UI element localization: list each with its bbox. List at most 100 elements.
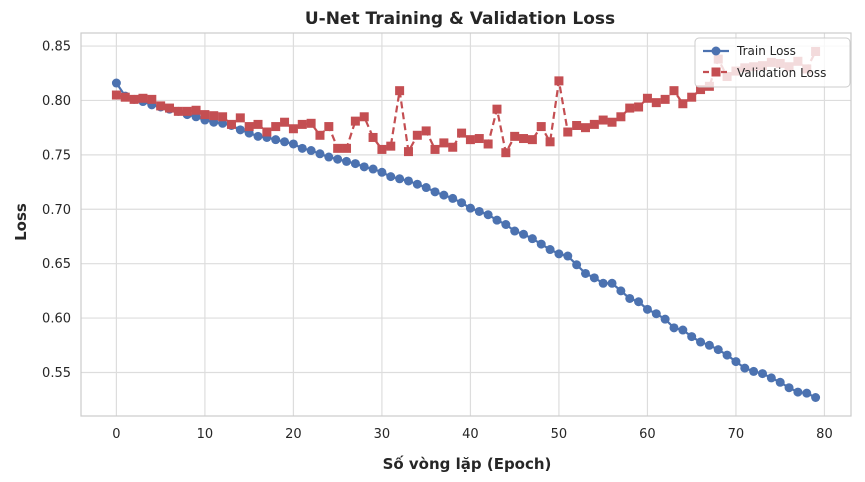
legend-box xyxy=(694,37,851,88)
validation-loss-point xyxy=(288,124,298,134)
train-loss-point xyxy=(297,143,307,153)
x-tick-label: 80 xyxy=(816,427,833,442)
train-loss-point xyxy=(589,273,599,283)
train-loss-point xyxy=(439,190,449,200)
legend-validation-label: Validation Loss xyxy=(737,66,826,80)
train-loss-point xyxy=(696,337,706,347)
validation-loss-point xyxy=(527,135,537,145)
train-loss-point xyxy=(271,135,281,145)
train-loss-point xyxy=(377,167,387,177)
validation-loss-point xyxy=(359,112,369,122)
validation-loss-point xyxy=(306,118,316,128)
train-loss-point xyxy=(775,377,785,387)
train-loss-point xyxy=(510,226,520,236)
train-loss-point xyxy=(536,239,546,249)
train-loss-point xyxy=(687,332,697,342)
validation-loss-point xyxy=(111,90,121,100)
train-loss-point xyxy=(235,125,245,135)
train-loss-point xyxy=(811,393,821,403)
train-loss-point xyxy=(306,146,316,156)
validation-loss-point xyxy=(492,104,502,114)
train-loss-point xyxy=(492,215,502,225)
train-loss-point xyxy=(403,176,413,186)
validation-loss-point xyxy=(271,122,281,132)
train-loss-point xyxy=(749,366,759,376)
train-loss-point xyxy=(660,314,670,324)
train-loss-point xyxy=(713,345,723,355)
y-tick-label: 0.65 xyxy=(42,257,71,272)
validation-loss-point xyxy=(430,144,440,154)
y-tick-label: 0.75 xyxy=(42,148,71,163)
validation-loss-point xyxy=(244,122,254,132)
train-loss-point xyxy=(501,220,511,229)
validation-loss-point xyxy=(226,119,236,129)
train-loss-point xyxy=(430,187,440,197)
validation-loss-point xyxy=(457,128,467,138)
y-tick-label: 0.85 xyxy=(42,40,71,55)
validation-loss-point xyxy=(625,103,635,113)
validation-loss-point xyxy=(678,99,688,109)
y-tick-label: 0.70 xyxy=(42,203,71,218)
validation-loss-point xyxy=(403,147,413,157)
validation-loss-point xyxy=(395,86,405,96)
train-loss-point xyxy=(563,251,573,261)
plot-frame xyxy=(80,32,852,417)
validation-loss-point xyxy=(580,123,590,133)
validation-loss-point xyxy=(377,144,387,154)
validation-loss-point xyxy=(147,94,157,104)
train-loss-point xyxy=(757,369,767,379)
validation-loss-point xyxy=(218,112,228,122)
validation-loss-point xyxy=(545,137,555,147)
validation-loss-point xyxy=(129,94,139,104)
train-loss-point xyxy=(386,172,396,182)
legend-train-marker xyxy=(711,46,721,56)
x-axis-label: Số vòng lặp (Epoch) xyxy=(383,454,552,473)
train-loss-point xyxy=(598,278,608,288)
train-loss-point xyxy=(651,309,661,319)
x-tick-label: 20 xyxy=(285,427,302,442)
train-loss-point xyxy=(678,325,688,335)
train-loss-point xyxy=(740,363,750,373)
train-loss-point xyxy=(545,245,555,255)
validation-loss-point xyxy=(324,122,334,132)
validation-loss-point xyxy=(173,106,183,116)
train-loss-point xyxy=(421,183,431,193)
validation-loss-point xyxy=(297,119,307,129)
validation-loss-point xyxy=(474,134,484,144)
train-loss-point xyxy=(457,198,467,208)
train-loss-point xyxy=(527,234,537,244)
validation-loss-point xyxy=(253,119,263,129)
validation-loss-point xyxy=(280,117,290,127)
train-loss-point xyxy=(288,139,298,149)
train-loss-point xyxy=(333,154,343,164)
x-tick-label: 60 xyxy=(639,427,656,442)
train-loss-point xyxy=(315,149,325,159)
y-axis-label: Loss xyxy=(12,203,30,241)
validation-loss-point xyxy=(598,115,608,125)
legend: Train Loss Validation Loss xyxy=(694,37,851,88)
validation-loss-point xyxy=(642,93,652,103)
validation-loss-point xyxy=(439,138,449,148)
train-loss-point xyxy=(342,156,352,166)
validation-loss-point xyxy=(519,134,529,144)
x-tick-label: 40 xyxy=(462,427,479,442)
validation-loss-point xyxy=(660,94,670,104)
validation-loss-point xyxy=(572,120,582,130)
validation-loss-point xyxy=(448,142,458,152)
train-loss-point xyxy=(554,249,564,259)
train-loss-point xyxy=(607,278,617,288)
train-loss-point xyxy=(802,388,812,398)
validation-loss-point xyxy=(191,105,201,115)
validation-loss-point xyxy=(651,98,661,108)
validation-loss-point xyxy=(669,86,679,96)
validation-loss-point xyxy=(315,130,325,140)
x-tick-labels: 0 10 20 30 40 50 60 70 80 xyxy=(112,427,832,442)
train-loss-point xyxy=(519,229,529,239)
validation-loss-point xyxy=(138,93,148,103)
grid xyxy=(81,33,851,416)
train-loss-point xyxy=(253,131,263,141)
train-loss-point xyxy=(572,260,582,270)
validation-loss-point xyxy=(235,113,245,123)
validation-loss-point xyxy=(200,110,210,120)
